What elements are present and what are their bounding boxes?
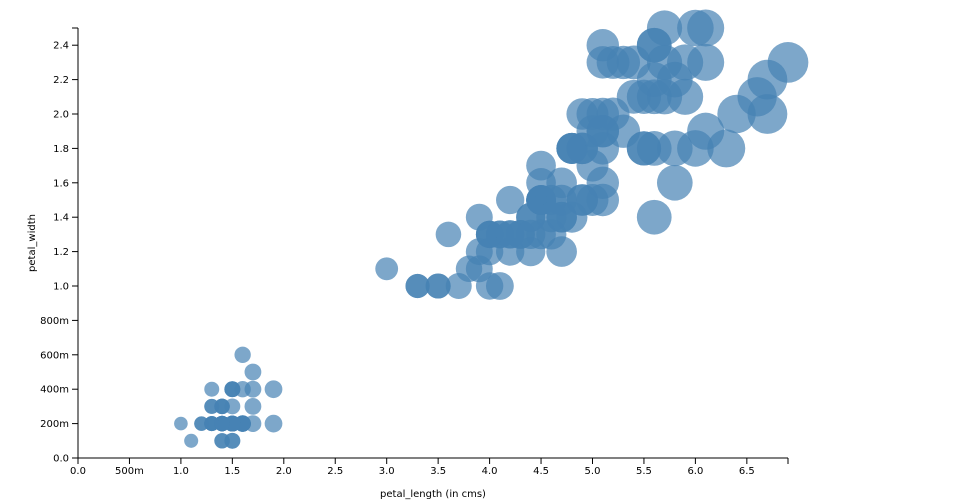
data-point	[204, 381, 220, 397]
y-tick-label: 600m	[40, 350, 69, 361]
data-point	[667, 44, 704, 81]
data-point	[526, 150, 556, 181]
x-tick-label: 6.5	[739, 466, 755, 477]
x-tick-label: 4.0	[482, 466, 498, 477]
data-point	[616, 45, 651, 80]
x-axis-title: petal_length (in cms)	[380, 489, 486, 500]
data-point	[214, 433, 230, 449]
y-axis: 0.0 200m 400m 600m 800m 1.0 1.2 1.4 1.6 1.8 2.0 2.2…	[40, 27, 79, 465]
y-axis-title: petal_width	[27, 214, 38, 272]
y-tick-label: 1.8	[53, 144, 69, 155]
data-point	[546, 236, 577, 267]
data-point	[626, 131, 662, 166]
x-tick-label: 1.0	[173, 466, 189, 477]
y-tick-label: 1.2	[53, 247, 69, 258]
x-tick-label: 3.0	[379, 466, 395, 477]
data-point	[717, 94, 756, 134]
x-tick-label: 2.5	[327, 466, 343, 477]
data-point	[586, 183, 620, 217]
data-points	[174, 9, 809, 449]
x-tick-label: 1.5	[224, 466, 240, 477]
data-point	[264, 414, 283, 433]
data-point	[264, 380, 283, 399]
data-point	[174, 416, 188, 431]
x-tick-label: 5.0	[585, 466, 601, 477]
x-tick-label: 3.5	[430, 466, 446, 477]
data-point	[425, 273, 451, 299]
data-point	[224, 381, 241, 398]
y-tick-label: 2.0	[53, 110, 69, 121]
data-point	[596, 97, 630, 131]
data-point	[244, 397, 262, 415]
x-tick-label: 4.5	[533, 466, 549, 477]
y-tick-label: 1.4	[53, 213, 69, 224]
data-point	[234, 346, 251, 363]
data-point	[214, 415, 230, 432]
data-point	[536, 202, 567, 233]
y-tick-label: 0.0	[53, 454, 69, 465]
data-point	[375, 257, 399, 281]
data-point	[767, 42, 809, 83]
data-point	[506, 220, 535, 249]
y-tick-label: 1.0	[53, 282, 69, 293]
data-point	[445, 272, 472, 300]
data-point	[747, 94, 788, 134]
data-point	[656, 164, 693, 201]
data-point	[485, 220, 514, 249]
data-point	[485, 272, 514, 300]
data-point	[184, 433, 199, 448]
data-point	[435, 221, 462, 248]
x-axis: 0.0 500m 1.0 1.5 2.0 2.5 3.0 3.5 4.0 4.5 5.0 5.5 6.0…	[70, 457, 789, 477]
y-tick-label: 400m	[40, 385, 69, 396]
x-tick-label: 5.5	[636, 466, 652, 477]
y-tick-label: 2.4	[53, 41, 69, 52]
data-point	[687, 9, 725, 47]
data-point	[405, 273, 430, 299]
data-point	[194, 416, 209, 431]
data-point	[636, 199, 672, 235]
data-point	[244, 363, 262, 381]
data-point	[687, 112, 725, 150]
x-tick-label: 0.0	[70, 466, 86, 477]
y-tick-label: 200m	[40, 419, 69, 430]
y-tick-label: 2.2	[53, 75, 69, 86]
x-tick-label: 2.0	[276, 466, 292, 477]
data-point	[646, 10, 683, 46]
x-tick-label: 6.0	[687, 466, 703, 477]
x-tick-label: 500m	[115, 466, 144, 477]
y-tick-label: 800m	[40, 316, 69, 327]
data-point	[586, 132, 620, 165]
data-point	[496, 185, 525, 215]
y-tick-label: 1.6	[53, 178, 69, 189]
data-point	[214, 398, 230, 415]
